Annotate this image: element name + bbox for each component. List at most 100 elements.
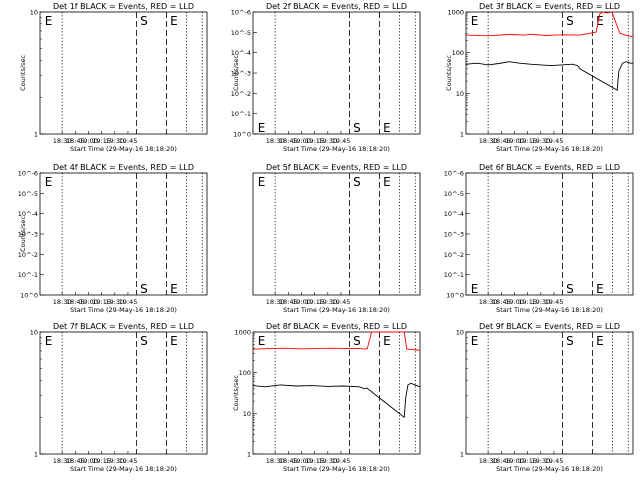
plot-frame [252,172,421,296]
y-tick-label: 10^-4 [231,49,251,57]
x-tick-label: 19:30 [531,457,550,465]
y-tick-label: 10^-5 [18,190,38,198]
y-tick-label: 10^-4 [444,210,464,218]
marker-start-label: S [566,282,574,296]
x-axis-label: Start Time (29-May-16 18:18:20) [70,465,177,473]
y-tick-label: 10^-1 [444,271,464,279]
marker-end-label: E [471,334,479,348]
marker-start-label: S [566,14,574,28]
y-tick-label: 10^-1 [231,110,251,118]
y-tick-label: 100 [452,49,464,57]
x-tick-label: 19:30 [318,298,337,306]
x-tick-label: 19:45 [545,137,564,145]
marker-end-label: E [596,282,604,296]
x-tick-label: 18:45 [66,298,85,306]
x-tick-label: 19:30 [105,298,124,306]
x-tick-label: 19:45 [119,457,138,465]
y-tick-label: 10^-5 [231,29,251,37]
panel-3: Det 3f BLACK = Events, RED = LLD 18:3018:… [445,2,634,153]
panel-title: Det 8f BLACK = Events, RED = LLD [266,322,407,331]
x-tick-label: 19:30 [531,137,550,145]
marker-end-label: E [258,175,266,189]
plot-frame [39,331,208,455]
x-tick-label: 19:00 [505,457,524,465]
plot-frame [39,11,208,135]
x-tick-label: 18:30 [266,137,285,145]
panel-8: Det 8f BLACK = Events, RED = LLD 18:3018:… [232,322,421,473]
panel-title: Det 6f BLACK = Events, RED = LLD [479,163,620,172]
x-tick-label: 18:30 [479,457,498,465]
marker-start-label: S [353,175,361,189]
y-tick-label: 10^-2 [444,251,464,259]
y-tick-label: 10 [30,9,38,17]
y-tick-label: 10^-4 [18,210,38,218]
x-tick-label: 19:45 [119,137,138,145]
x-tick-label: 18:45 [279,457,298,465]
x-tick-label: 19:00 [505,137,524,145]
panel-title: Det 4f BLACK = Events, RED = LLD [53,163,194,172]
x-tick-label: 19:15 [518,298,537,306]
y-axis-label: Counts/sec [19,216,27,252]
x-tick-label: 18:45 [66,457,85,465]
y-tick-label: 10^-1 [18,271,38,279]
x-tick-label: 19:15 [92,137,111,145]
x-tick-label: 19:00 [79,457,98,465]
marker-end-label: E [170,14,178,28]
x-tick-label: 18:30 [479,298,498,306]
x-tick-label: 19:15 [305,457,324,465]
x-tick-label: 18:30 [53,457,72,465]
events-series-line [465,61,633,91]
marker-end-label: E [596,334,604,348]
panel-title: Det 1f BLACK = Events, RED = LLD [53,2,194,11]
y-tick-label: 1 [460,131,464,139]
x-tick-label: 18:45 [279,298,298,306]
x-tick-label: 18:30 [479,137,498,145]
plot-frame [252,331,421,455]
plot-frame [465,172,634,296]
panel-title: Det 3f BLACK = Events, RED = LLD [479,2,620,11]
x-tick-label: 19:45 [545,298,564,306]
x-tick-label: 19:45 [332,298,351,306]
x-tick-label: 19:00 [79,298,98,306]
x-tick-label: 19:15 [305,298,324,306]
x-tick-label: 18:30 [266,298,285,306]
y-tick-label: 10 [456,90,464,98]
x-tick-label: 18:30 [53,137,72,145]
plot-frame [465,11,634,135]
y-tick-label: 10 [456,329,464,337]
panel-1: Det 1f BLACK = Events, RED = LLD 18:3018:… [19,2,208,153]
events-series-line [252,382,421,419]
y-tick-label: 10^-3 [231,70,251,78]
x-tick-label: 18:45 [492,298,511,306]
x-tick-label: 18:30 [53,298,72,306]
marker-start-label: S [353,334,361,348]
x-axis-label: Start Time (29-May-16 18:18:20) [70,306,177,314]
marker-start-label: S [140,14,148,28]
panel-title: Det 7f BLACK = Events, RED = LLD [53,322,194,331]
plot-frame [39,172,208,296]
y-tick-label: 10^-3 [444,231,464,239]
x-tick-label: 19:00 [505,298,524,306]
y-tick-label: 10^-2 [18,251,38,259]
x-axis-label: Start Time (29-May-16 18:18:20) [283,465,390,473]
panel-title: Det 5f BLACK = Events, RED = LLD [266,163,407,172]
panel-title: Det 9f BLACK = Events, RED = LLD [479,322,620,331]
y-tick-label: 10^-6 [444,170,464,178]
panel-2: Det 2f BLACK = Events, RED = LLD 18:3018:… [231,2,421,153]
marker-end-label: E [258,334,266,348]
marker-end-label: E [471,14,479,28]
marker-end-label: E [258,121,266,135]
y-axis-label: Counts/sec [232,55,240,91]
plot-frame [465,331,634,455]
x-tick-label: 19:30 [105,457,124,465]
panel-5: Det 5f BLACK = Events, RED = LLD 18:3018:… [252,163,421,314]
x-tick-label: 19:15 [518,137,537,145]
marker-end-label: E [383,334,391,348]
y-tick-label: 10^-2 [231,90,251,98]
y-tick-label: 10^-5 [444,190,464,198]
marker-start-label: S [566,334,574,348]
y-tick-label: 100 [239,369,251,377]
y-tick-label: 1000 [234,329,251,337]
marker-end-label: E [170,282,178,296]
